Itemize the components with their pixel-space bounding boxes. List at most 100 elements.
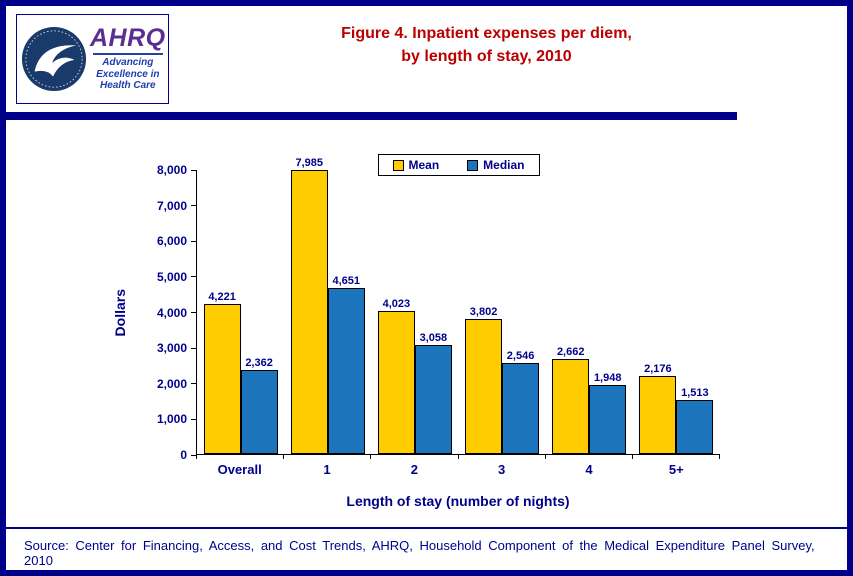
x-axis-ticks [196, 455, 721, 459]
x-tick [371, 455, 459, 459]
y-tick-mark [191, 347, 196, 349]
y-tick: 1,000 [157, 412, 196, 426]
x-tick [633, 455, 721, 459]
ahrq-logo-rule [93, 53, 163, 56]
bar-group: 2,176 1,513 [633, 170, 720, 454]
figure-title-line-2: by length of stay, 2010 [401, 48, 572, 66]
y-axis-title-wrap: Dollars [101, 170, 139, 455]
y-tick-label: 4,000 [156, 305, 187, 320]
median-swatch-icon [467, 159, 479, 171]
mean-bar [465, 318, 503, 454]
mean-swatch-icon [392, 159, 404, 171]
chart-legend: Mean Median [377, 154, 540, 176]
x-tick [459, 455, 546, 459]
y-axis: 8,000 7,000 6,000 5,000 4,000 3,000 2,000 1,000… [139, 163, 196, 462]
bar-value-label: 1,513 [681, 387, 709, 400]
y-tick: 5,000 [157, 270, 196, 284]
legend-item-median: Median [467, 158, 525, 172]
bar-value-label: 7,985 [295, 156, 323, 169]
x-tick [284, 455, 372, 459]
x-axis-label: 2 [410, 462, 418, 477]
y-tick: 8,000 [157, 163, 196, 177]
y-tick-mark [191, 276, 196, 278]
y-tick-label: 5,000 [156, 269, 187, 284]
y-tick-mark [191, 312, 196, 313]
x-axis-label: 1 [323, 462, 331, 477]
ahrq-wordmark: AHRQ Advancing Excellence in Health Care [90, 26, 166, 92]
bar-group: 3,802 2,546 [459, 170, 546, 454]
legend-label-mean: Mean [408, 158, 440, 172]
mean-bar-column: 2,176 [639, 170, 677, 454]
legend-label-median: Median [483, 158, 525, 172]
y-tick-mark [191, 205, 196, 207]
y-tick: 6,000 [157, 234, 196, 248]
mean-bar [552, 359, 590, 454]
ahrq-tagline: Advancing Excellence in Health Care [90, 57, 166, 92]
bar-group: 2,662 1,948 [546, 170, 633, 454]
bar-value-label: 2,176 [644, 363, 672, 376]
median-bar [327, 288, 365, 454]
x-axis-label: Overall [217, 462, 262, 477]
y-tick-label: 3,000 [156, 341, 187, 356]
mean-bar [203, 303, 241, 454]
mean-bar-column: 4,023 [377, 170, 415, 454]
mean-bar-column: 2,662 [552, 170, 590, 454]
bar-group: 4,221 2,362 [197, 170, 284, 454]
ahrq-logo: AHRQ Advancing Excellence in Health Care [16, 14, 169, 104]
mean-bar-column: 3,802 [465, 170, 503, 454]
x-axis-label: 5+ [668, 462, 684, 477]
median-bar [414, 345, 452, 454]
mean-bar-column: 7,985 [290, 157, 328, 454]
y-tick-label: 7,000 [156, 198, 187, 213]
y-tick-mark [191, 418, 196, 420]
median-bar-column: 3,058 [414, 170, 452, 454]
median-bar [676, 400, 714, 454]
y-tick-label: 6,000 [156, 234, 187, 249]
bar-value-label: 1,948 [593, 371, 622, 384]
plot-column: Mean Median 4,221 2,362 7,985 4,651 4,023 3,0… [196, 154, 721, 509]
median-bar-column: 1,948 [589, 170, 627, 454]
median-bar-column: 2,546 [502, 170, 540, 454]
y-tick-label: 2,000 [156, 376, 187, 391]
mean-bar [377, 310, 415, 454]
median-bar-column: 4,651 [327, 170, 365, 454]
median-bar [589, 384, 627, 454]
figure-title-line-1: Figure 4. Inpatient expenses per diem, [341, 25, 632, 42]
y-tick: 0 [180, 448, 196, 462]
y-axis-title: Dollars [112, 288, 128, 337]
median-bar-column: 1,513 [676, 170, 714, 454]
bar-chart: Dollars 8,000 7,000 6,000 5,000 4,000 3,000 2,… [101, 154, 847, 509]
y-tick: 4,000 [157, 306, 196, 320]
source-note: Source: Center for Financing, Access, an… [24, 538, 815, 568]
bar-value-label: 2,546 [506, 350, 535, 363]
x-axis-title: Length of stay (number of nights) [346, 493, 570, 509]
bar-value-label: 2,362 [245, 356, 273, 369]
hhs-seal-icon [21, 26, 87, 92]
y-tick: 7,000 [157, 199, 196, 213]
x-axis-label: 3 [498, 462, 506, 477]
y-tick-label: 1,000 [156, 412, 187, 427]
plot-area: Mean Median 4,221 2,362 7,985 4,651 4,023 3,0… [196, 154, 720, 455]
mean-bar-column: 4,221 [203, 170, 241, 454]
header: AHRQ Advancing Excellence in Health Care… [6, 6, 847, 112]
footer-divider [6, 527, 847, 529]
bar-value-label: 2,662 [556, 346, 585, 359]
x-tick [197, 455, 285, 459]
median-bar [240, 369, 278, 454]
bar-value-label: 4,221 [208, 290, 236, 303]
mean-bar [290, 169, 328, 454]
y-tick: 3,000 [157, 341, 196, 355]
median-bar [502, 363, 540, 454]
median-bar-column: 2,362 [240, 170, 278, 454]
y-tick-label: 8,000 [156, 163, 187, 177]
bar-value-label: 3,802 [469, 305, 498, 318]
bar-value-label: 3,058 [419, 332, 448, 345]
header-divider [6, 112, 737, 120]
x-tick [546, 455, 633, 459]
bar-group: 7,985 4,651 [284, 157, 371, 454]
bar-group: 4,023 3,058 [371, 170, 458, 454]
ahrq-tagline-line: Advancing [102, 57, 154, 69]
y-tick: 2,000 [157, 377, 196, 391]
ahrq-tagline-line: Health Care [100, 80, 156, 92]
